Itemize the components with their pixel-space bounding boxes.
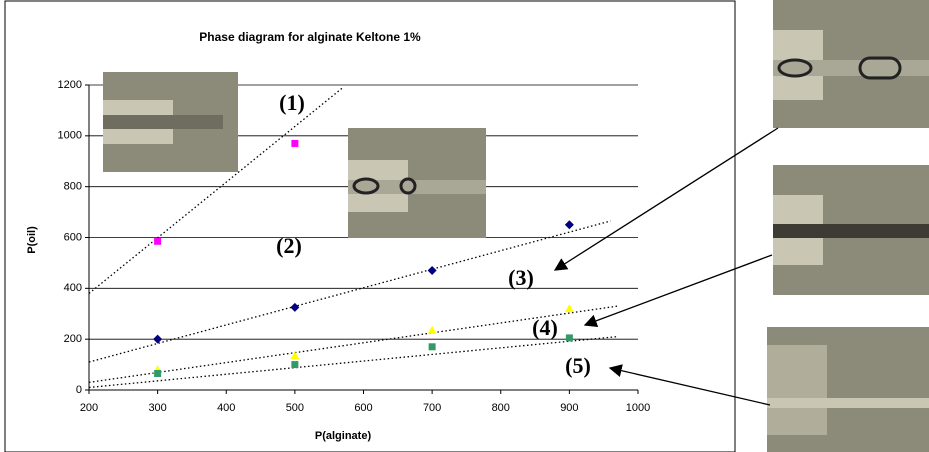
y-tick-label: 400 <box>64 282 82 294</box>
photo <box>103 72 238 172</box>
x-tick-label: 700 <box>423 402 441 414</box>
y-tick-label: 1000 <box>58 130 82 142</box>
x-tick-label: 400 <box>217 402 235 414</box>
point <box>566 334 573 341</box>
y-tick-label: 0 <box>76 384 82 396</box>
point <box>154 370 161 377</box>
photo <box>773 165 929 295</box>
y-tick-label: 1200 <box>58 79 82 91</box>
photo <box>773 0 929 128</box>
annotation: (1) <box>279 90 305 115</box>
x-tick-label: 800 <box>492 402 510 414</box>
x-tick-label: 600 <box>354 402 372 414</box>
y-tick-label: 600 <box>64 231 82 243</box>
annotation: (4) <box>532 315 558 340</box>
x-tick-label: 300 <box>148 402 166 414</box>
x-tick-label: 1000 <box>626 402 650 414</box>
y-axis-label: P(oil) <box>26 226 38 254</box>
photo <box>767 327 929 452</box>
y-tick-label: 200 <box>64 333 82 345</box>
chart: Phase diagram for alginate Keltone 1% P(… <box>0 0 929 452</box>
annotation: (3) <box>508 265 534 290</box>
x-tick-label: 900 <box>560 402 578 414</box>
x-tick-label: 200 <box>80 402 98 414</box>
annotation: (5) <box>565 353 591 378</box>
x-tick-label: 500 <box>286 402 304 414</box>
y-tick-label: 800 <box>64 181 82 193</box>
point <box>429 343 436 350</box>
annotation: (2) <box>276 233 302 258</box>
point <box>154 238 161 245</box>
x-axis-label: P(alginate) <box>315 430 372 442</box>
point <box>291 140 298 147</box>
photo <box>348 128 486 238</box>
point <box>291 361 298 368</box>
chart-title: Phase diagram for alginate Keltone 1% <box>199 30 421 44</box>
